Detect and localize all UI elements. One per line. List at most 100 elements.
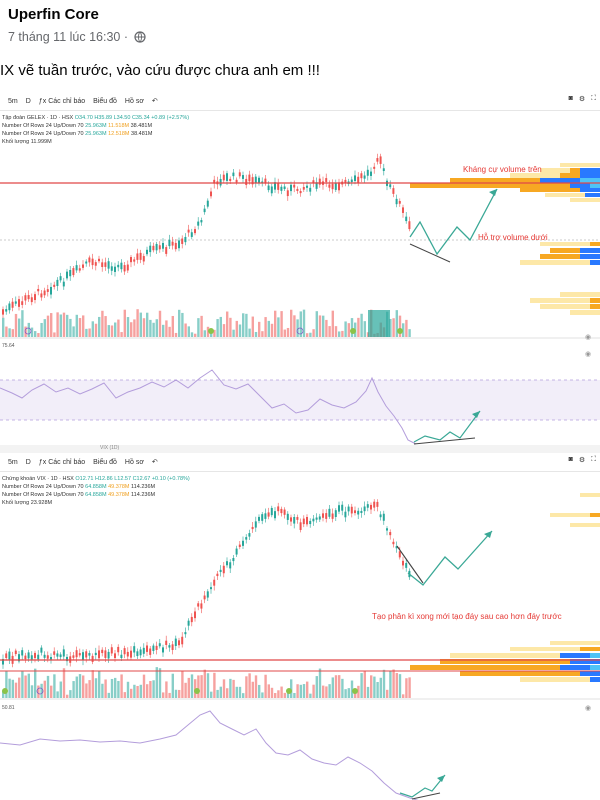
candle [219, 174, 222, 188]
candle [82, 649, 84, 666]
undo-icon[interactable]: ↶ [151, 459, 158, 466]
eye-icon[interactable]: ◉ [585, 351, 591, 358]
volume-bar [88, 328, 91, 337]
chart-type-button[interactable]: Biểu đồ [93, 97, 117, 105]
volume-bar [21, 671, 24, 698]
camera-icon[interactable]: ◙ [568, 95, 573, 102]
volume-bar [178, 309, 181, 337]
volume-bar [120, 674, 123, 698]
profile-button[interactable]: Hồ sơ [124, 97, 144, 105]
volume-bar [235, 686, 238, 698]
post-meta: 7 tháng 11 lúc 16:30 · [8, 30, 146, 44]
timeframe-5m[interactable]: 5m [8, 97, 18, 105]
volume-bar [389, 318, 392, 337]
volume-bar [123, 692, 126, 698]
candle [341, 501, 344, 516]
volume-bar [318, 668, 322, 698]
candle [174, 635, 177, 650]
volume-bar [18, 318, 21, 337]
volume-bar [347, 688, 350, 698]
timeframe-5m[interactable]: 5m [8, 458, 18, 466]
undo-icon[interactable]: ↶ [151, 98, 158, 105]
price-chart-gex[interactable]: Kháng cự volume trên Hỗ trợ volume dưới … [0, 92, 600, 447]
rsi-line [0, 369, 417, 445]
candle [142, 253, 145, 265]
volume-bar [142, 674, 146, 698]
candle [357, 507, 360, 520]
candle [283, 507, 286, 519]
camera-icon[interactable]: ◙ [568, 456, 573, 463]
gear-icon[interactable]: ⚙ [578, 457, 586, 464]
volume-bar [315, 311, 318, 337]
volume-bar [251, 316, 254, 337]
chart-panel-gex: 5m D ƒx Các chỉ báo Biểu đồ Hồ sơ ↶ ◙ ⚙ ⛶… [0, 92, 600, 447]
price-chart-vix[interactable]: Tạo phân kì xong mới tạo đáy sau cao hơn… [0, 453, 600, 800]
post-author[interactable]: Uperfin Core [8, 6, 99, 23]
candle [59, 652, 62, 660]
gear-icon[interactable]: ⚙ [578, 96, 586, 103]
candle [325, 173, 328, 187]
legend-row1-val0: 64.858M [85, 484, 107, 490]
candle [402, 556, 404, 570]
volume-bar [142, 318, 146, 337]
volume-bar [315, 676, 318, 698]
candle [40, 289, 43, 301]
candle [123, 645, 126, 659]
volume-bar [43, 680, 46, 698]
profile-button[interactable]: Hồ sơ [124, 458, 144, 466]
volume-bar [50, 685, 53, 698]
fullscreen-icon[interactable]: ⛶ [591, 456, 596, 463]
interval-d[interactable]: D [25, 458, 31, 466]
volume-profile-bar [570, 183, 590, 188]
volume-bar [258, 321, 261, 337]
volume-bar [248, 673, 251, 698]
eye-icon[interactable]: ◉ [585, 705, 591, 712]
tab-vix[interactable]: VIX (1D) [100, 445, 120, 451]
candle [146, 641, 148, 656]
volume-bar [11, 329, 14, 337]
candle [296, 514, 299, 524]
volume-bar [174, 689, 178, 698]
candle [366, 165, 369, 181]
interval-d[interactable]: D [25, 97, 31, 105]
marker [397, 328, 403, 334]
volume-bar [85, 683, 88, 698]
chart-type-button[interactable]: Biểu đồ [93, 458, 117, 466]
rsi-arrowhead [437, 775, 445, 782]
volume-bar [312, 684, 315, 698]
volume-profile-bar [510, 173, 560, 178]
volume-profile-bar [550, 248, 580, 253]
volume-bar [312, 329, 315, 337]
volume-profile-bar [580, 178, 600, 183]
volume-bar [53, 674, 56, 698]
volume-profile-bar [450, 653, 560, 658]
volume-bar [376, 682, 379, 698]
volume-bar [110, 678, 114, 698]
candle [290, 181, 292, 196]
eye-icon[interactable]: ◉ [585, 334, 591, 341]
indicators-button[interactable]: ƒx Các chỉ báo [39, 459, 85, 466]
toolbar-right: ◙ ⚙ ⛶ [569, 456, 596, 464]
candle [338, 178, 340, 194]
volume-bar [360, 313, 363, 337]
fullscreen-icon[interactable]: ⛶ [591, 95, 596, 102]
volume-bar [206, 326, 210, 337]
globe-icon [134, 31, 146, 43]
volume-bar [222, 679, 226, 698]
right-toolbar-icons: ◉ [585, 705, 591, 712]
volume-bar [238, 686, 242, 698]
legend-row1-val2: 114.236M [131, 484, 156, 490]
volume-bar [11, 679, 14, 698]
volume-bar [405, 678, 408, 698]
marker [2, 688, 8, 694]
candle [328, 180, 331, 192]
volume-profile-bar [560, 173, 580, 178]
candle [46, 651, 49, 663]
candle [11, 298, 14, 312]
candle [392, 538, 395, 548]
post-timestamp[interactable]: 7 tháng 11 lúc 16:30 · [8, 30, 128, 44]
candle [206, 198, 209, 209]
indicators-button[interactable]: ƒx Các chỉ báo [39, 98, 85, 105]
volume-bar [69, 690, 72, 698]
volume-bar [162, 692, 165, 698]
